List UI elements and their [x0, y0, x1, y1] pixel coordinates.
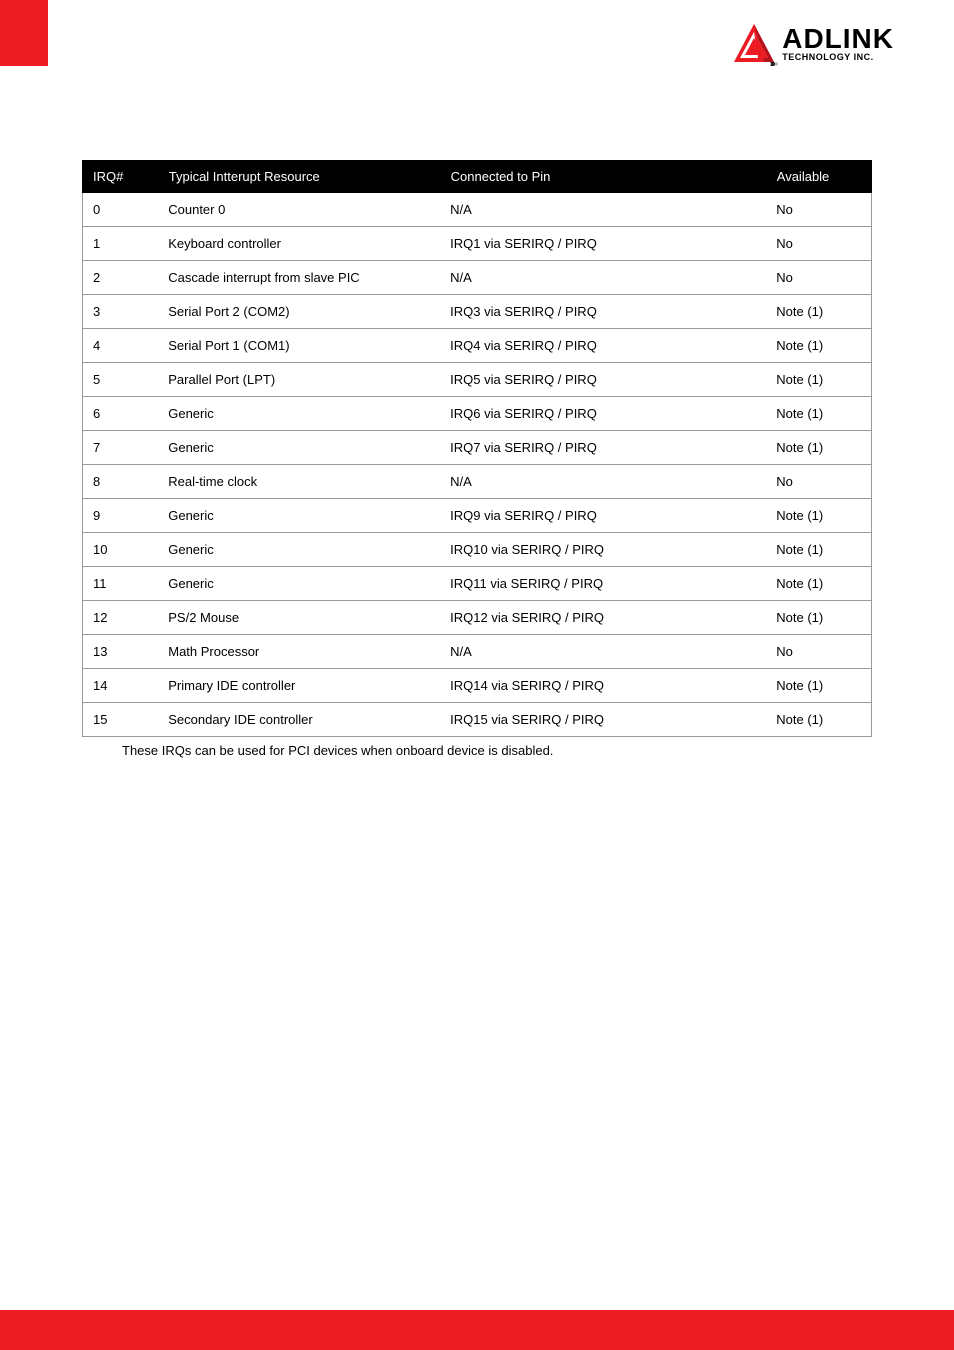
table-cell: 9	[83, 499, 159, 533]
table-cell: 12	[83, 601, 159, 635]
table-cell: IRQ11 via SERIRQ / PIRQ	[440, 567, 766, 601]
table-cell: 8	[83, 465, 159, 499]
table-cell: Note (1)	[766, 363, 871, 397]
table-cell: Cascade interrupt from slave PIC	[158, 261, 440, 295]
table-cell: Note (1)	[766, 669, 871, 703]
table-row: 12PS/2 MouseIRQ12 via SERIRQ / PIRQNote …	[83, 601, 872, 635]
table-cell: IRQ3 via SERIRQ / PIRQ	[440, 295, 766, 329]
brand-subtitle: TECHNOLOGY INC.	[782, 52, 873, 62]
table-cell: N/A	[440, 465, 766, 499]
col-header-resource: Typical Intterupt Resource	[158, 161, 440, 193]
table-row: 7GenericIRQ7 via SERIRQ / PIRQNote (1)	[83, 431, 872, 465]
col-header-irq: IRQ#	[83, 161, 159, 193]
table-cell: Counter 0	[158, 193, 440, 227]
table-cell: 15	[83, 703, 159, 737]
table-cell: IRQ4 via SERIRQ / PIRQ	[440, 329, 766, 363]
table-cell: IRQ7 via SERIRQ / PIRQ	[440, 431, 766, 465]
table-cell: 0	[83, 193, 159, 227]
table-cell: Keyboard controller	[158, 227, 440, 261]
table-cell: 2	[83, 261, 159, 295]
table-row: 6GenericIRQ6 via SERIRQ / PIRQNote (1)	[83, 397, 872, 431]
table-row: 13Math ProcessorN/ANo	[83, 635, 872, 669]
table-row: 0Counter 0N/ANo	[83, 193, 872, 227]
table-cell: 1	[83, 227, 159, 261]
footer-accent-bar	[0, 1310, 954, 1350]
table-footnote: These IRQs can be used for PCI devices w…	[122, 743, 872, 758]
brand-logo: ADLINK TECHNOLOGY INC.	[730, 22, 894, 66]
table-cell: No	[766, 193, 871, 227]
table-cell: Generic	[158, 567, 440, 601]
header-accent-tab	[0, 0, 48, 66]
table-cell: 11	[83, 567, 159, 601]
col-header-pin: Connected to Pin	[440, 161, 766, 193]
table-cell: Serial Port 2 (COM2)	[158, 295, 440, 329]
table-row: 5Parallel Port (LPT)IRQ5 via SERIRQ / PI…	[83, 363, 872, 397]
table-cell: Note (1)	[766, 499, 871, 533]
table-cell: IRQ10 via SERIRQ / PIRQ	[440, 533, 766, 567]
irq-table: IRQ# Typical Intterupt Resource Connecte…	[82, 160, 872, 737]
table-cell: Note (1)	[766, 295, 871, 329]
table-cell: IRQ15 via SERIRQ / PIRQ	[440, 703, 766, 737]
table-cell: IRQ6 via SERIRQ / PIRQ	[440, 397, 766, 431]
table-cell: 4	[83, 329, 159, 363]
table-cell: Note (1)	[766, 397, 871, 431]
table-cell: 14	[83, 669, 159, 703]
table-cell: No	[766, 635, 871, 669]
table-cell: N/A	[440, 193, 766, 227]
table-cell: IRQ9 via SERIRQ / PIRQ	[440, 499, 766, 533]
table-row: 14Primary IDE controllerIRQ14 via SERIRQ…	[83, 669, 872, 703]
table-row: 9GenericIRQ9 via SERIRQ / PIRQNote (1)	[83, 499, 872, 533]
table-cell: No	[766, 261, 871, 295]
table-cell: Note (1)	[766, 567, 871, 601]
table-cell: Primary IDE controller	[158, 669, 440, 703]
brand-name: ADLINK	[782, 26, 894, 51]
table-cell: Generic	[158, 431, 440, 465]
table-cell: IRQ14 via SERIRQ / PIRQ	[440, 669, 766, 703]
table-row: 8Real-time clockN/ANo	[83, 465, 872, 499]
table-cell: IRQ12 via SERIRQ / PIRQ	[440, 601, 766, 635]
table-row: 4Serial Port 1 (COM1)IRQ4 via SERIRQ / P…	[83, 329, 872, 363]
table-cell: IRQ1 via SERIRQ / PIRQ	[440, 227, 766, 261]
table-cell: Note (1)	[766, 533, 871, 567]
table-cell: Note (1)	[766, 431, 871, 465]
table-cell: Note (1)	[766, 601, 871, 635]
table-cell: Math Processor	[158, 635, 440, 669]
logo-triangle-icon	[730, 22, 778, 66]
table-cell: 10	[83, 533, 159, 567]
table-cell: No	[766, 227, 871, 261]
table-cell: 3	[83, 295, 159, 329]
table-cell: Note (1)	[766, 703, 871, 737]
table-row: 2Cascade interrupt from slave PICN/ANo	[83, 261, 872, 295]
table-cell: 6	[83, 397, 159, 431]
table-row: 3Serial Port 2 (COM2)IRQ3 via SERIRQ / P…	[83, 295, 872, 329]
table-cell: Real-time clock	[158, 465, 440, 499]
table-cell: N/A	[440, 261, 766, 295]
table-row: 15Secondary IDE controllerIRQ15 via SERI…	[83, 703, 872, 737]
main-content: IRQ# Typical Intterupt Resource Connecte…	[82, 160, 872, 758]
table-cell: IRQ5 via SERIRQ / PIRQ	[440, 363, 766, 397]
table-cell: 5	[83, 363, 159, 397]
table-cell: Note (1)	[766, 329, 871, 363]
table-cell: Generic	[158, 499, 440, 533]
table-cell: Serial Port 1 (COM1)	[158, 329, 440, 363]
table-row: 10GenericIRQ10 via SERIRQ / PIRQNote (1)	[83, 533, 872, 567]
table-row: 1Keyboard controllerIRQ1 via SERIRQ / PI…	[83, 227, 872, 261]
table-cell: Generic	[158, 397, 440, 431]
table-cell: Secondary IDE controller	[158, 703, 440, 737]
table-cell: 13	[83, 635, 159, 669]
table-row: 11GenericIRQ11 via SERIRQ / PIRQNote (1)	[83, 567, 872, 601]
col-header-available: Available	[766, 161, 871, 193]
table-cell: Generic	[158, 533, 440, 567]
table-cell: 7	[83, 431, 159, 465]
table-cell: PS/2 Mouse	[158, 601, 440, 635]
table-cell: N/A	[440, 635, 766, 669]
table-cell: No	[766, 465, 871, 499]
table-cell: Parallel Port (LPT)	[158, 363, 440, 397]
table-header-row: IRQ# Typical Intterupt Resource Connecte…	[83, 161, 872, 193]
